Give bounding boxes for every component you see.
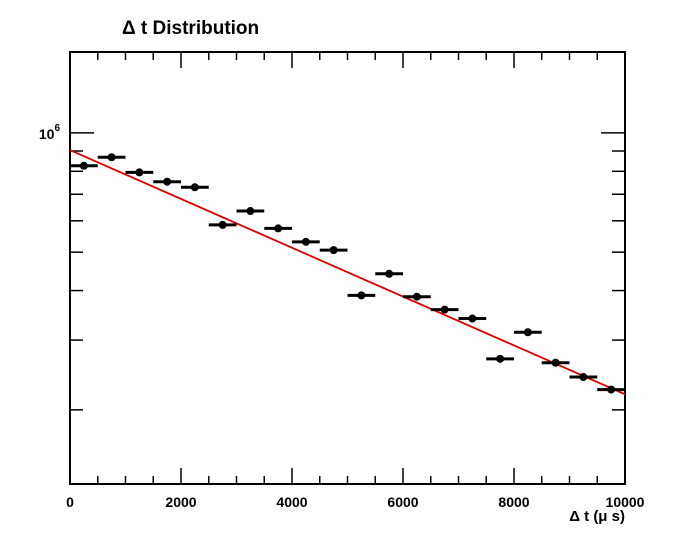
marker (163, 177, 172, 186)
data-point (430, 305, 459, 314)
x-tick-label: 0 (66, 494, 74, 510)
x-tick-label: 10000 (606, 494, 645, 510)
marker (135, 168, 144, 177)
marker (385, 269, 394, 278)
x-tick-label: 2000 (165, 494, 196, 510)
marker (107, 153, 116, 162)
marker (579, 373, 588, 382)
data-point (319, 246, 348, 255)
marker (523, 328, 532, 337)
data-point (486, 354, 514, 363)
marker (301, 237, 310, 246)
marker (496, 354, 505, 363)
marker (79, 161, 88, 170)
marker (218, 220, 227, 229)
data-point (264, 224, 292, 233)
marker (440, 305, 449, 314)
data-point (347, 291, 376, 300)
x-axis-label: Δ t (μ s) (569, 508, 625, 525)
marker (357, 291, 366, 300)
marker (274, 224, 283, 233)
data-point (292, 237, 320, 246)
data-point (597, 385, 625, 394)
data-point (153, 177, 181, 186)
x-tick-label: 6000 (387, 494, 418, 510)
marker (607, 385, 616, 394)
x-tick-label: 8000 (498, 494, 529, 510)
data-point (458, 314, 487, 323)
data-point (181, 183, 209, 192)
fit-curve (69, 149, 626, 396)
data-point (208, 220, 237, 229)
data-point (70, 161, 98, 170)
data-point (375, 269, 403, 278)
marker (468, 314, 477, 323)
marker (412, 292, 421, 301)
data-point (236, 207, 265, 216)
marker (190, 183, 199, 192)
data-point (97, 153, 126, 162)
data-point (569, 373, 598, 382)
data-point (514, 328, 542, 337)
marker (246, 207, 255, 216)
plot-frame (69, 51, 626, 485)
x-tick-label: 4000 (276, 494, 307, 510)
marker (329, 246, 338, 255)
data-point (403, 292, 431, 301)
data-point (125, 168, 154, 177)
marker (551, 358, 560, 367)
data-point (541, 358, 570, 367)
chart-title: Δ t Distribution (122, 18, 260, 39)
y-tick-label: 106 (39, 123, 61, 142)
